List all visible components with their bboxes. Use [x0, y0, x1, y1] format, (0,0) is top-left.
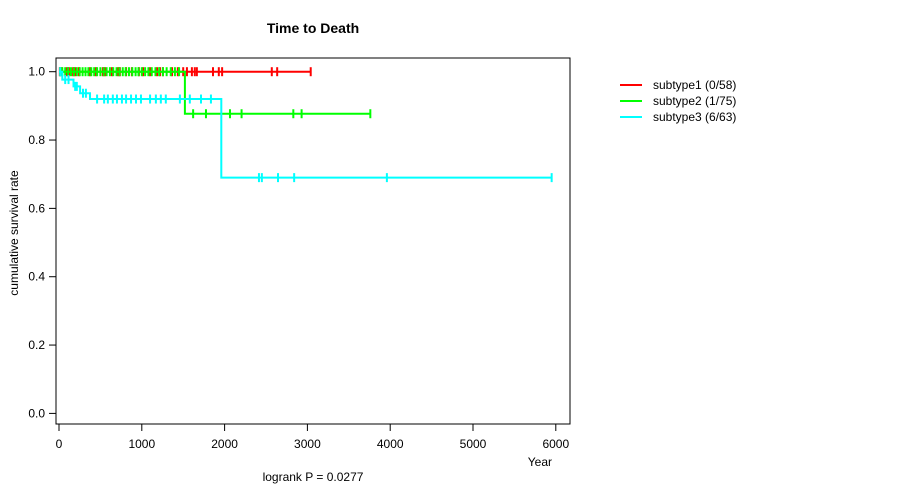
legend-line-swatch: [620, 84, 642, 86]
y-axis-tick-label: 0.8: [28, 133, 45, 147]
survival-curve-3: [59, 70, 552, 179]
legend-line-swatch: [620, 116, 642, 118]
x-axis-tick-label: 0: [56, 437, 63, 451]
x-axis-tick-label: 6000: [542, 437, 569, 451]
logrank-annotation: logrank P = 0.0277: [262, 470, 364, 484]
legend-item-label: subtype1 (0/58): [653, 78, 737, 92]
y-axis-tick-label: 0.0: [28, 406, 45, 420]
chart-title: Time to Death: [266, 20, 360, 36]
y-axis-tick-label: 1.0: [28, 65, 45, 79]
survival-curve-2: [59, 70, 371, 115]
legend-item: subtype3 (6/63): [620, 109, 736, 125]
legend-item: subtype2 (1/75): [620, 93, 736, 109]
x-axis-label: Year: [527, 455, 552, 469]
x-axis-tick-label: 3000: [294, 437, 321, 451]
y-axis-tick-label: 0.6: [28, 201, 45, 215]
x-axis-tick-label: 1000: [128, 437, 155, 451]
x-axis-tick-label: 2000: [211, 437, 238, 451]
plot-box: [55, 57, 571, 425]
y-axis-tick-label: 0.4: [28, 270, 45, 284]
legend: subtype1 (0/58) subtype2 (1/75) subtype3 (…: [620, 77, 736, 125]
legend-item-label: subtype2 (1/75): [653, 94, 737, 108]
legend-item-label: subtype3 (6/63): [653, 110, 737, 124]
x-axis-tick-label: 4000: [377, 437, 404, 451]
x-axis-tick-label: 5000: [460, 437, 487, 451]
legend-line-swatch: [620, 100, 642, 102]
y-axis-tick-label: 0.2: [28, 338, 45, 352]
legend-item: subtype1 (0/58): [620, 77, 736, 93]
y-axis-label: cumulative survival rate: [7, 170, 21, 296]
